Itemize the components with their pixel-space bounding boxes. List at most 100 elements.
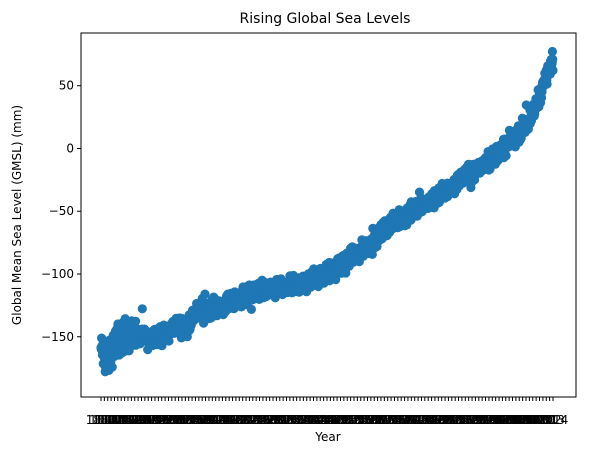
- x-tick-label: 1958: [349, 413, 380, 427]
- x-tick-label: 1969: [386, 413, 417, 427]
- y-axis-ticks: 50 0 −50 −100 −150: [41, 79, 81, 344]
- x-axis-ticks: 1880188118821883188418851886188718881889…: [86, 397, 568, 427]
- x-tick-label: 1886: [106, 413, 137, 427]
- y-tick-label: −150: [41, 330, 74, 344]
- x-tick-label: 1880: [86, 413, 117, 427]
- x-tick-label: 1926: [241, 413, 272, 427]
- x-tick-label: 1966: [376, 413, 407, 427]
- x-tick-label: 1935: [271, 413, 302, 427]
- x-tick-label: 1937: [278, 413, 309, 427]
- x-tick-label: 1952: [329, 413, 360, 427]
- x-tick-label: 1963: [366, 413, 397, 427]
- x-tick-label: 2010: [524, 413, 555, 427]
- data-point: [164, 336, 174, 346]
- x-tick-label: 1950: [322, 413, 353, 427]
- x-tick-label: 1942: [295, 413, 326, 427]
- x-tick-label: 1889: [116, 413, 147, 427]
- x-tick-label: 2004: [504, 413, 535, 427]
- x-tick-label: 1964: [369, 413, 400, 427]
- data-point: [137, 304, 147, 314]
- x-tick-label: 2009: [521, 413, 552, 427]
- x-tick-label: 1992: [464, 413, 495, 427]
- x-tick-label: 1887: [109, 413, 140, 427]
- x-tick-label: 1971: [393, 413, 424, 427]
- data-point: [200, 289, 210, 299]
- x-tick-label: 1909: [184, 413, 215, 427]
- x-tick-label: 1991: [460, 413, 491, 427]
- x-tick-label: 2013: [534, 413, 565, 427]
- x-tick-label: 1962: [362, 413, 393, 427]
- data-point: [107, 362, 117, 372]
- x-tick-label: 1928: [248, 413, 279, 427]
- x-tick-label: 1922: [227, 413, 258, 427]
- y-tick-label: 0: [66, 141, 74, 155]
- x-tick-label: 1953: [332, 413, 363, 427]
- x-tick-label: 1976: [410, 413, 441, 427]
- x-tick-label: 1890: [119, 413, 150, 427]
- x-tick-label: 1945: [305, 413, 336, 427]
- x-tick-label: 1899: [150, 413, 181, 427]
- x-tick-label: 1885: [103, 413, 134, 427]
- x-tick-label: 1961: [359, 413, 390, 427]
- x-tick-label: 1907: [177, 413, 208, 427]
- x-axis-label: Year: [314, 430, 340, 444]
- x-tick-label: 1894: [133, 413, 164, 427]
- x-tick-label: 1925: [238, 413, 269, 427]
- x-tick-label: 1998: [484, 413, 515, 427]
- x-tick-label: 1939: [285, 413, 316, 427]
- x-tick-label: 1919: [217, 413, 248, 427]
- x-tick-label: 1898: [146, 413, 177, 427]
- x-tick-label: 1994: [470, 413, 501, 427]
- x-tick-label: 2002: [497, 413, 528, 427]
- x-tick-label: 2012: [531, 413, 562, 427]
- x-tick-label: 1943: [298, 413, 329, 427]
- x-tick-label: 1932: [261, 413, 292, 427]
- x-tick-label: 1933: [265, 413, 296, 427]
- data-point: [547, 46, 558, 57]
- x-tick-label: 1989: [453, 413, 484, 427]
- x-tick-label: 1951: [325, 413, 356, 427]
- x-tick-label: 1916: [207, 413, 238, 427]
- x-tick-label: 1910: [187, 413, 218, 427]
- x-tick-label: 2008: [517, 413, 548, 427]
- x-tick-label: 1995: [474, 413, 505, 427]
- x-tick-label: 1940: [288, 413, 319, 427]
- x-tick-label: 1914: [200, 413, 231, 427]
- x-tick-label: 1934: [268, 413, 299, 427]
- x-tick-label: 1946: [308, 413, 339, 427]
- x-tick-label: 1929: [251, 413, 282, 427]
- x-tick-label: 1893: [130, 413, 161, 427]
- x-tick-label: 1882: [92, 413, 123, 427]
- x-tick-label: 2007: [514, 413, 545, 427]
- x-tick-label: 1930: [254, 413, 285, 427]
- data-point: [501, 151, 511, 161]
- x-tick-label: 1983: [433, 413, 464, 427]
- y-tick-label: −50: [49, 204, 74, 218]
- x-tick-label: 1948: [315, 413, 346, 427]
- x-tick-label: 1979: [420, 413, 451, 427]
- x-tick-label: 1913: [197, 413, 228, 427]
- x-tick-label: 1906: [173, 413, 204, 427]
- x-tick-label: 1927: [244, 413, 275, 427]
- x-tick-label: 1941: [291, 413, 322, 427]
- x-tick-label: 1978: [416, 413, 447, 427]
- x-tick-label: 2000: [491, 413, 522, 427]
- x-tick-label: 2005: [507, 413, 538, 427]
- x-tick-label: 1901: [157, 413, 188, 427]
- y-tick-label: 50: [59, 79, 74, 93]
- x-tick-label: 1977: [413, 413, 444, 427]
- x-tick-label: 1965: [372, 413, 403, 427]
- x-tick-label: 1956: [342, 413, 373, 427]
- x-tick-label: 1904: [167, 413, 198, 427]
- x-tick-label: 2011: [528, 413, 559, 427]
- x-tick-label: 1881: [89, 413, 120, 427]
- x-tick-label: 1997: [480, 413, 511, 427]
- x-tick-label: 1955: [339, 413, 370, 427]
- x-tick-label: 1970: [389, 413, 420, 427]
- x-tick-label: 1931: [258, 413, 289, 427]
- x-tick-label: 1947: [312, 413, 343, 427]
- x-tick-label: 1988: [450, 413, 481, 427]
- data-point: [548, 65, 558, 75]
- x-tick-label: 1949: [318, 413, 349, 427]
- x-tick-label: 1905: [170, 413, 201, 427]
